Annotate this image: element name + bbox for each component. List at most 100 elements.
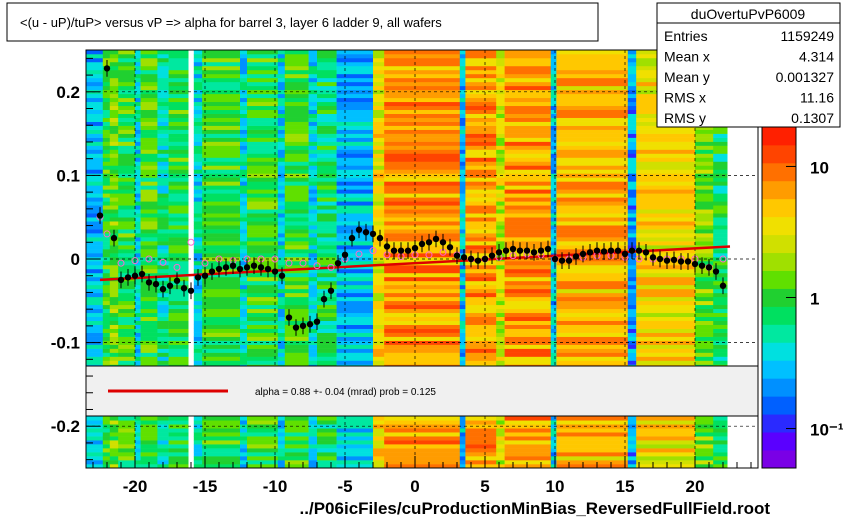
heat-cell — [308, 344, 318, 349]
heat-cell — [118, 444, 136, 449]
heat-cell — [102, 460, 111, 465]
heat-cell — [373, 185, 385, 190]
heat-cell — [135, 344, 141, 349]
palette-segment — [762, 180, 796, 200]
heat-cell — [102, 456, 111, 461]
heat-cell — [247, 213, 279, 218]
heat-cell — [86, 77, 104, 83]
heat-cell — [459, 336, 466, 341]
heat-cell — [86, 292, 104, 298]
heat-cell — [193, 352, 203, 357]
heat-cell — [140, 292, 158, 298]
heat-cell — [102, 153, 111, 158]
heat-cell — [308, 268, 318, 274]
heat-cell — [373, 157, 385, 162]
heat-cell — [118, 93, 136, 99]
heat-cell — [193, 249, 203, 254]
heat-cell — [504, 352, 552, 357]
heat-cell — [627, 284, 637, 290]
heat-cell — [556, 125, 629, 130]
heat-cell — [336, 185, 374, 190]
heat-cell — [140, 312, 158, 318]
heat-cell — [636, 344, 696, 349]
heat-cell — [202, 292, 241, 298]
heat-cell — [459, 129, 466, 134]
heat-cell — [496, 245, 505, 250]
heat-cell — [713, 436, 728, 441]
heat-cell — [384, 444, 461, 449]
heat-cell — [459, 292, 466, 298]
heat-cell — [317, 141, 337, 146]
heat-cell — [308, 57, 318, 63]
heat-cell — [384, 133, 461, 138]
heat-cell — [140, 109, 158, 114]
heat-cell — [336, 292, 374, 298]
heat-cell — [556, 284, 629, 290]
heat-cell — [556, 213, 629, 218]
heat-cell — [373, 217, 385, 222]
heat-cell — [140, 233, 158, 238]
heat-cell — [193, 308, 203, 314]
heat-cell — [193, 61, 203, 67]
heat-cell — [336, 284, 374, 290]
heat-cell — [308, 328, 318, 333]
heat-cell — [496, 288, 505, 294]
heat-cell — [284, 288, 309, 294]
heat-cell — [240, 360, 248, 365]
heat-cell — [504, 217, 552, 222]
heat-cell — [636, 444, 696, 449]
heat-cell — [550, 129, 557, 134]
heat-cell — [202, 217, 241, 222]
heat-cell — [384, 81, 461, 87]
heat-cell — [308, 149, 318, 154]
heat-cell — [247, 436, 279, 441]
heat-cell — [504, 336, 552, 341]
heat-cell — [504, 177, 552, 182]
heat-cell — [140, 416, 158, 421]
heat-cell — [636, 185, 696, 190]
heat-cell — [193, 225, 203, 230]
heat-cell — [550, 77, 557, 83]
heat-cell — [157, 173, 169, 178]
heat-cell — [284, 225, 309, 230]
heat-cell — [373, 444, 385, 449]
heat-cell — [135, 332, 141, 337]
heat-cell — [277, 89, 286, 95]
heat-cell — [202, 284, 241, 290]
heat-cell — [627, 276, 637, 282]
heat-cell — [317, 213, 337, 218]
heat-cell — [384, 348, 461, 353]
heat-cell — [465, 416, 497, 421]
heat-cell — [550, 73, 557, 79]
heat-cell — [247, 320, 279, 325]
heat-cell — [496, 284, 505, 290]
heat-cell — [465, 61, 497, 67]
heat-cell — [550, 464, 557, 468]
heat-cell — [336, 428, 374, 433]
heat-cell — [157, 117, 169, 122]
heat-cell — [695, 157, 714, 162]
heat-cell — [459, 217, 466, 222]
heat-cell — [550, 420, 557, 425]
profile-point — [299, 322, 307, 330]
heat-cell — [247, 229, 279, 234]
heat-cell — [135, 356, 141, 361]
heat-cell — [317, 181, 337, 186]
heat-cell — [168, 448, 189, 453]
profile-point — [418, 240, 426, 248]
heat-cell — [247, 181, 279, 186]
heat-cell — [109, 308, 119, 314]
heat-cell — [459, 312, 466, 318]
heat-cell — [317, 189, 337, 194]
heat-cell — [695, 428, 714, 433]
heat-cell — [465, 237, 497, 242]
heat-cell — [102, 344, 111, 349]
heat-cell — [384, 336, 461, 341]
heat-cell — [140, 137, 158, 142]
heat-cell — [86, 61, 104, 67]
profile-point — [684, 258, 692, 265]
heat-cell — [373, 456, 385, 461]
heat-cell — [627, 177, 637, 182]
heat-cell — [168, 161, 189, 166]
heat-cell — [109, 360, 119, 365]
